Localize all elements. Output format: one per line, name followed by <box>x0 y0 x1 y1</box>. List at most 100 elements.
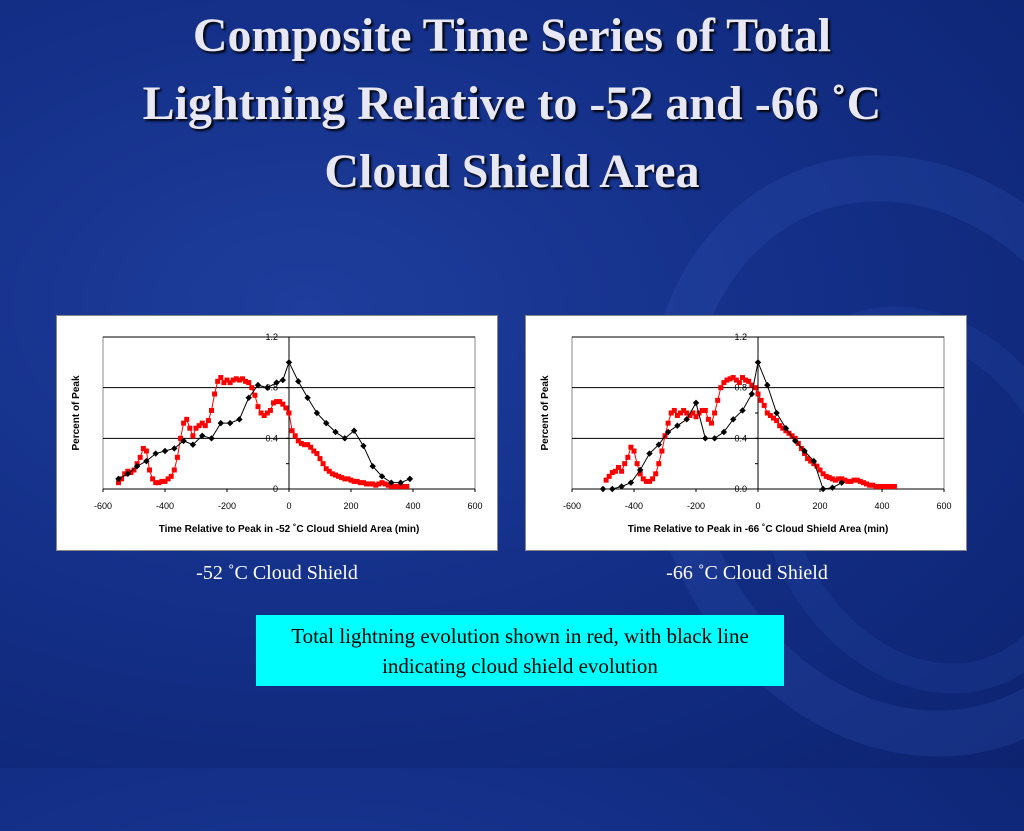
cloud-shield-point <box>264 384 271 391</box>
title-line-1: Composite Time Series of Total <box>192 9 832 62</box>
cloud-shield-point <box>208 435 215 442</box>
lightning-point <box>755 391 761 397</box>
lightning-point <box>202 423 208 429</box>
lightning-point <box>640 476 646 482</box>
lightning-point <box>398 483 404 489</box>
lightning-point <box>699 407 705 413</box>
cloud-shield-point <box>226 419 234 427</box>
lightning-point <box>314 451 320 457</box>
lightning-point <box>684 410 690 416</box>
lightning-point <box>829 476 835 482</box>
chart-66c: 0.0 0.4 0.8 1.2 -600 -400 -200 0 200 400 600 Time R… <box>525 315 967 551</box>
lightning-point <box>885 483 891 489</box>
lightning-point <box>705 416 711 422</box>
x-tick-label: 0 <box>755 501 760 511</box>
cloud-shield-point <box>599 485 607 493</box>
cloud-shield-point <box>161 447 169 455</box>
lightning-point <box>360 480 366 486</box>
lightning-point <box>367 481 373 487</box>
lightning-point <box>643 478 649 484</box>
lightning-point <box>798 445 804 451</box>
cloud-shield-point <box>313 409 321 417</box>
cloud-shield-point <box>609 485 616 493</box>
lightning-point <box>771 415 776 421</box>
cloud-shield-point <box>171 445 178 452</box>
lightning-point <box>736 380 742 386</box>
series-line-0 <box>118 376 407 487</box>
lightning-point <box>860 480 866 486</box>
cloud-shield-point <box>692 399 700 407</box>
lightning-point <box>196 423 202 429</box>
chart-52c: 0 0.4 0.8 1.2 -600 -400 -200 0 200 400 600 Time Rel… <box>56 315 498 551</box>
lightning-point <box>612 468 618 474</box>
lightning-point <box>240 376 245 382</box>
cloud-shield-point <box>350 427 358 434</box>
lightning-point <box>267 407 273 413</box>
lightning-point <box>289 428 295 434</box>
lightning-point <box>165 476 171 482</box>
lightning-point <box>246 380 252 386</box>
lightning-point <box>606 473 612 479</box>
cloud-shield-point <box>341 435 348 442</box>
lightning-point <box>681 407 687 413</box>
x-tick-label: -600 <box>94 501 112 511</box>
lightning-point <box>221 380 227 386</box>
lightning-point <box>864 481 869 487</box>
lightning-point <box>709 420 714 426</box>
lightning-point <box>851 477 857 483</box>
y-tick-label: 0.4 <box>265 433 278 443</box>
lightning-point <box>308 444 314 450</box>
lightning-point <box>317 456 323 462</box>
cloud-shield-point <box>332 428 339 436</box>
lightning-point <box>348 477 354 483</box>
lightning-point <box>631 448 637 454</box>
lightning-point <box>891 483 897 489</box>
lightning-point <box>820 471 826 477</box>
lightning-point <box>668 410 674 416</box>
lightning-point <box>181 420 187 426</box>
lightning-point <box>671 407 677 413</box>
lightning-point <box>143 448 149 454</box>
cloud-shield-point <box>217 419 224 427</box>
lightning-point <box>625 454 631 460</box>
cloud-shield-point <box>782 425 790 432</box>
lightning-point <box>193 425 199 431</box>
lightning-point <box>227 380 233 386</box>
lightning-point <box>345 476 351 482</box>
series-line-1 <box>118 361 411 484</box>
cloud-shield-point <box>646 450 653 457</box>
lightning-point <box>805 456 811 462</box>
lightning-point <box>867 482 873 488</box>
lightning-point <box>264 410 270 416</box>
lightning-point <box>233 376 239 382</box>
lightning-point <box>351 478 357 484</box>
lightning-point <box>116 480 121 486</box>
x-tick-label: 400 <box>405 501 420 511</box>
lightning-point <box>218 375 224 381</box>
cloud-shield-point <box>764 381 771 389</box>
lightning-point <box>826 475 832 481</box>
y-tick-label: 0.4 <box>734 433 747 443</box>
y-axis-label: Percent of Peak <box>540 375 551 450</box>
lightning-point <box>733 377 739 383</box>
cloud-shield-point <box>711 435 718 442</box>
lightning-point <box>156 480 162 486</box>
lightning-point <box>140 445 146 451</box>
slide-title: Composite Time Series of Total Lightning… <box>0 2 1024 206</box>
lightning-point <box>395 483 400 489</box>
lightning-point <box>199 420 205 426</box>
lightning-point <box>715 397 721 403</box>
lightning-point <box>839 476 845 482</box>
lightning-point <box>833 477 838 483</box>
cloud-shield-point <box>801 447 808 455</box>
lightning-point <box>292 433 298 439</box>
cloud-shield-point <box>152 450 159 457</box>
lightning-point <box>702 407 708 413</box>
lightning-point <box>746 378 752 384</box>
cloud-shield-point <box>360 442 367 450</box>
lightning-point <box>153 480 159 486</box>
title-line-2: Lightning Relative to -52 and -66 ˚C <box>142 77 882 130</box>
lightning-point <box>128 470 134 476</box>
lightning-point <box>674 413 680 419</box>
